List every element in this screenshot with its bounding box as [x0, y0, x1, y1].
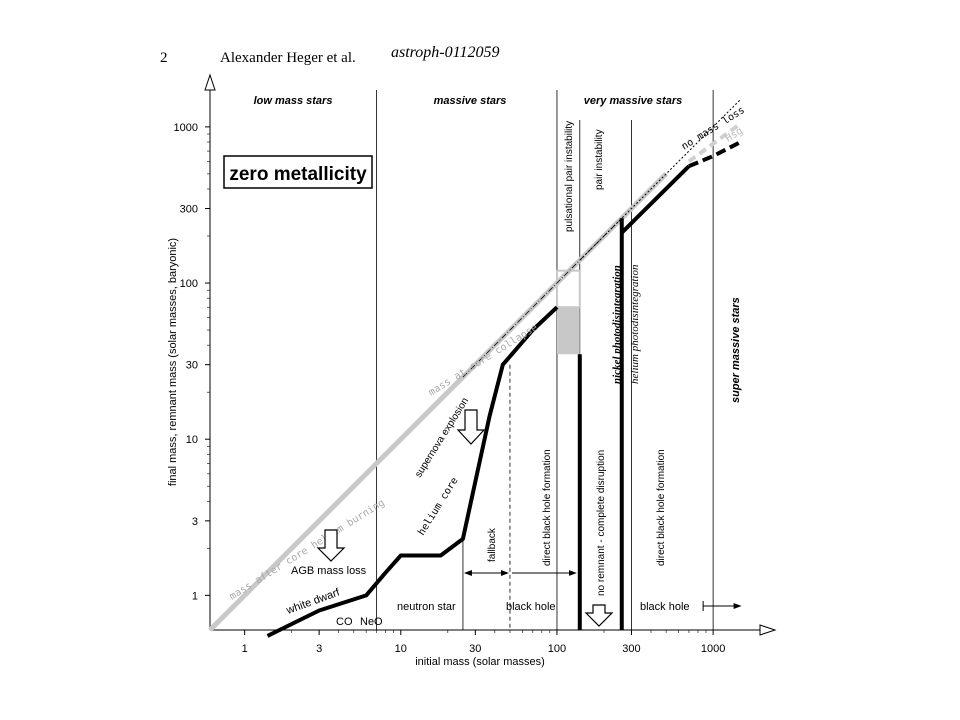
chart-title: zero metallicity: [229, 164, 367, 185]
x-axis-ticks: 1 3 10 30 100 300 1000: [242, 630, 725, 655]
title-box: [223, 155, 373, 189]
co-label: CO: [336, 616, 353, 628]
neutron-star-label: neutron star: [397, 601, 456, 613]
pair-instability-label: pair instability: [594, 129, 605, 190]
x-tick-label: 30: [469, 643, 481, 655]
pulsational-pair-instability-label: pulsational pair instability: [564, 121, 575, 232]
nickel-photodisintegration-label: nickel photodisintegration: [611, 265, 623, 384]
no-remnant-label: no remnant - complete disruption: [596, 450, 607, 596]
series-line-5: [688, 140, 742, 169]
thick-vertical-lines: [577, 218, 624, 630]
hsg-line: [687, 121, 742, 164]
y-tick-label: 30: [186, 360, 198, 372]
region-label-low-mass: low mass stars: [254, 95, 333, 107]
mass-after-he-burning-label: mass after core helium burning: [228, 497, 387, 602]
agb-mass-loss-label: AGB mass loss: [291, 565, 367, 577]
x-tick-label: 300: [622, 643, 640, 655]
y-axis-title: final mass, remnant mass (solar masses, …: [167, 238, 179, 486]
supernova-explosion-label: supernova explosion: [413, 396, 471, 480]
axes: [204, 73, 777, 636]
x-tick-label: 1: [242, 643, 248, 655]
super-massive-stars-label: super massive stars: [730, 297, 742, 403]
y-axis-ticks: 1 3 10 30 100 300 1000: [174, 122, 210, 602]
y-tick-label: 3: [192, 516, 198, 528]
helium-photodisintegration-label: helium photodisintegration: [629, 264, 641, 384]
x-axis-arrow: [759, 624, 777, 636]
region-label-very-massive: very massive stars: [584, 95, 682, 107]
data-series: [208, 99, 742, 638]
mass-at-core-collapse-label: mass at core collapse: [427, 322, 540, 398]
series-line-4: [620, 164, 691, 235]
x-axis-title: initial mass (solar masses): [415, 656, 545, 668]
author-line: Alexander Heger et al.: [220, 50, 356, 66]
x-tick-label: 10: [395, 643, 407, 655]
black-hole-label-2: black hole: [640, 601, 690, 613]
no-remnant-down-arrow: [584, 604, 614, 627]
arxiv-id: astroph-0112059: [391, 44, 500, 61]
series-line-2: [462, 217, 623, 378]
direct-bh-formation-label-2: direct black hole formation: [656, 449, 667, 566]
direct-bh-formation-label-1: direct black hole formation: [542, 449, 553, 566]
agb-down-arrow: [316, 529, 346, 562]
series-line-3: [266, 305, 559, 638]
guide-lines: [462, 364, 511, 630]
y-tick-label: 1: [192, 590, 198, 602]
helium-core-label: helium core: [416, 476, 460, 538]
pulsational-pair-instability-box: [555, 269, 581, 355]
x-tick-label: 1000: [701, 643, 725, 655]
ppi-shaded-region: [556, 307, 580, 355]
black-hole-label-1: black hole: [506, 601, 556, 613]
y-axis-arrow: [204, 73, 216, 91]
fallback-label: fallback: [487, 527, 498, 562]
x-tick-label: 3: [316, 643, 322, 655]
y-tick-label: 1000: [174, 122, 198, 134]
range-arrows: [463, 570, 742, 611]
y-tick-label: 300: [180, 204, 198, 216]
page-header: 2 Alexander Heger et al. astroph-0112059: [0, 0, 960, 80]
page-number: 2: [160, 50, 168, 66]
x-tick-label: 100: [548, 643, 566, 655]
hsg-label: Hsg: [724, 126, 745, 145]
region-label-massive: massive stars: [434, 95, 507, 107]
y-tick-label: 100: [180, 278, 198, 290]
supernova-down-arrow: [456, 409, 486, 445]
neo-label: NeO: [360, 616, 383, 628]
y-tick-label: 10: [186, 434, 198, 446]
